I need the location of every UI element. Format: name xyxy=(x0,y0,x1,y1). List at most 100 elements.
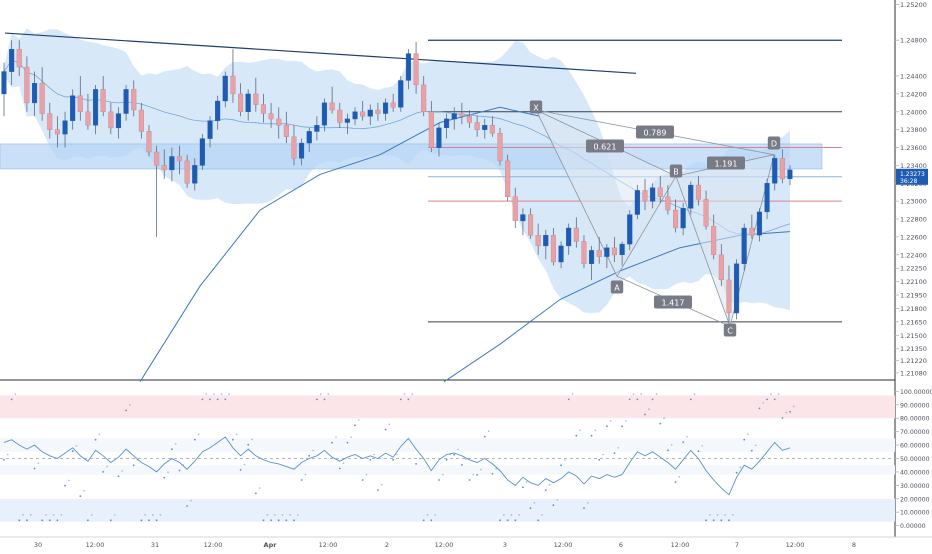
candle-body xyxy=(451,113,457,120)
candle-body xyxy=(657,187,663,197)
oscillator-dot xyxy=(132,464,135,467)
candle xyxy=(314,116,320,141)
oscillator-dot xyxy=(609,420,612,422)
candle xyxy=(9,40,15,85)
candle-body xyxy=(16,49,22,68)
point-b-label-text: B xyxy=(673,168,679,177)
oscillator-dot xyxy=(667,449,669,452)
candle xyxy=(665,185,671,215)
candle xyxy=(741,223,747,271)
oscillator-dot xyxy=(384,428,387,431)
oscillator-dot xyxy=(129,404,131,406)
candle-body xyxy=(482,124,488,130)
candle-body xyxy=(589,250,595,264)
candle-body xyxy=(375,109,381,114)
candle xyxy=(642,178,648,211)
oscillator-dot xyxy=(483,435,486,438)
oscillator-dot xyxy=(724,514,726,516)
candle xyxy=(268,102,274,128)
candle-body xyxy=(512,196,518,221)
candle xyxy=(398,76,404,112)
candle-body xyxy=(283,124,289,137)
oscillator-dot xyxy=(285,519,288,522)
oscillator-dot xyxy=(3,458,5,461)
oscillator-dot xyxy=(468,479,471,481)
ratio-label-bg xyxy=(586,139,624,153)
oscillator-dot xyxy=(239,469,242,471)
candle-body xyxy=(543,234,549,247)
oscillator-dot xyxy=(590,434,593,437)
candle xyxy=(726,265,732,325)
oscillator-dot xyxy=(152,514,154,516)
candle xyxy=(734,259,740,320)
price-tick-label: 1.21650 xyxy=(900,318,927,326)
oscillator-dot xyxy=(579,429,581,432)
candle xyxy=(650,183,656,209)
oscillator-dot xyxy=(102,471,105,473)
candle-body xyxy=(123,89,129,114)
oscillator-dot xyxy=(571,393,574,395)
candle-body xyxy=(673,209,679,229)
oscillator-dot xyxy=(705,519,707,522)
candle xyxy=(703,190,709,230)
time-tick-label: 3 xyxy=(503,541,507,549)
candle-body xyxy=(306,131,312,144)
candle-body xyxy=(291,136,297,159)
oscillator-dot xyxy=(68,479,70,482)
oscillator-dot xyxy=(693,393,696,395)
oscillator-dot xyxy=(728,519,730,522)
candle xyxy=(535,223,541,255)
oscillator-dot xyxy=(342,462,345,464)
price-tick-label: 1.21500 xyxy=(900,332,927,340)
oscillator-dot xyxy=(396,453,398,456)
oscillator-dot xyxy=(45,514,47,516)
candle-body xyxy=(39,82,45,114)
oscillator-dot xyxy=(26,519,28,522)
candle xyxy=(505,154,511,202)
candle xyxy=(489,116,495,137)
candle xyxy=(749,214,755,239)
oscillator-dot xyxy=(224,398,227,401)
oscillator-dot xyxy=(556,499,559,501)
candle-body xyxy=(62,120,68,135)
oscillator-dot xyxy=(415,463,417,465)
candle-body xyxy=(360,111,366,117)
oscillator-dot xyxy=(514,519,517,522)
oscillator-dot xyxy=(338,467,341,470)
candle-body xyxy=(528,214,534,236)
candle-body xyxy=(734,263,740,314)
candle-body xyxy=(299,142,305,159)
oscillator-dot xyxy=(518,514,520,516)
oscillator-dot xyxy=(594,429,597,432)
candle-body xyxy=(222,75,228,102)
oscillator-dot xyxy=(289,514,292,516)
oscillator-dot xyxy=(487,430,490,433)
point-d-label: D xyxy=(767,136,781,150)
candle xyxy=(230,49,236,103)
oscillator-dot xyxy=(33,467,36,470)
oscillator-dot xyxy=(327,393,330,395)
oscillator-dot xyxy=(121,470,124,472)
oscillator-dot xyxy=(148,519,150,522)
candle xyxy=(566,223,572,255)
oscillator-dot xyxy=(735,471,738,474)
candle-body xyxy=(604,247,610,257)
oscillator-dot xyxy=(522,486,524,489)
oscillator-dot xyxy=(529,507,532,510)
price-tick-label: 1.22800 xyxy=(900,216,927,224)
point-b-label: B xyxy=(669,164,683,178)
oscillator-dot xyxy=(533,502,536,504)
time-tick-label: 12:00 xyxy=(554,541,573,549)
candle-body xyxy=(711,225,717,255)
oscillator-dot xyxy=(358,419,360,421)
oscillator-dot xyxy=(747,433,749,436)
candle-body xyxy=(24,66,30,104)
oscillator-dot xyxy=(277,519,280,522)
ratio-label-text: 1.191 xyxy=(715,160,738,169)
oscillator-dot xyxy=(281,514,284,516)
candle xyxy=(276,107,282,139)
candle-body xyxy=(54,129,60,135)
oscillator-dot xyxy=(461,464,463,466)
oscillator-dot xyxy=(449,453,452,456)
candle xyxy=(100,76,106,117)
